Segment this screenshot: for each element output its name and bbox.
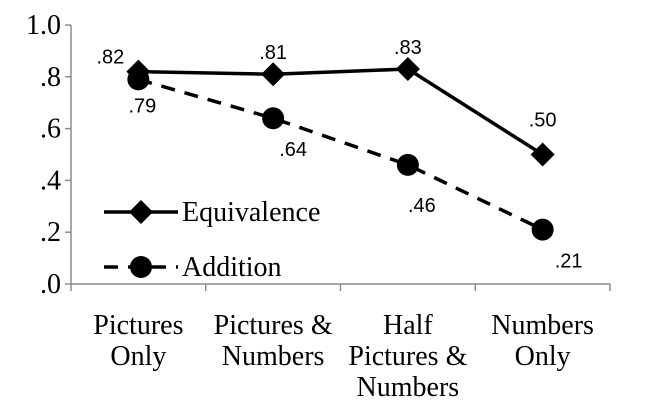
- y-tick-label: .0: [40, 269, 61, 300]
- y-tick-label: .6: [40, 114, 61, 145]
- marker-addition: [531, 218, 554, 241]
- legend-marker-equivalence: [129, 200, 153, 224]
- marker-equivalence: [261, 62, 286, 87]
- data-label-addition: .21: [555, 251, 583, 273]
- x-tick-label-line: Pictures &: [348, 341, 467, 372]
- x-tick-label-line: Only: [110, 341, 166, 372]
- data-label-equivalence: .83: [394, 37, 422, 59]
- x-tick-label-line: Numbers: [357, 372, 460, 403]
- legend-label-equivalence: Equivalence: [182, 197, 320, 228]
- x-tick-label: Pictures & Numbers: [214, 310, 333, 372]
- x-tick-label-line: Numbers: [491, 310, 594, 341]
- data-label-addition: .64: [279, 139, 307, 161]
- data-labels: .79 .64 .46 .21 .82 .81 .83 .50: [96, 37, 582, 273]
- series-lines: [137, 67, 544, 232]
- data-label-equivalence: .50: [529, 110, 557, 132]
- marker-equivalence: [395, 57, 420, 82]
- legend-marker-addition: [130, 256, 152, 278]
- marker-equivalence: [530, 142, 555, 167]
- marker-addition: [262, 107, 285, 130]
- series-line-equivalence: [138, 67, 544, 156]
- marker-addition: [396, 153, 419, 176]
- series-markers: [126, 57, 555, 241]
- x-tick-label-line: Numbers: [222, 341, 325, 372]
- y-tick-label: 1.0: [26, 10, 61, 41]
- data-label-equivalence: .82: [96, 47, 124, 69]
- data-label-equivalence: .81: [259, 42, 287, 64]
- x-tick-label-line: Pictures: [93, 310, 183, 341]
- data-label-addition: .46: [408, 195, 436, 217]
- x-tick-label: Half Pictures & Numbers: [348, 310, 467, 403]
- y-tick-label: .4: [40, 165, 61, 196]
- y-tick-label: .8: [40, 62, 61, 93]
- x-tick-label-line: Pictures &: [214, 310, 333, 341]
- axes: [65, 24, 611, 291]
- x-tick-label: Pictures Only: [93, 310, 183, 372]
- x-tick-label-line: Only: [515, 341, 571, 372]
- y-tick-labels: .0 .2 .4 .6 .8 1.0: [26, 10, 61, 300]
- data-label-addition: .79: [128, 95, 156, 117]
- marker-equivalence: [126, 59, 151, 84]
- legend: Equivalence Addition: [104, 197, 320, 283]
- legend-label-addition: Addition: [182, 252, 282, 283]
- x-tick-label: Numbers Only: [491, 310, 594, 372]
- x-tick-label-line: Half: [383, 310, 433, 341]
- y-tick-label: .2: [40, 217, 61, 248]
